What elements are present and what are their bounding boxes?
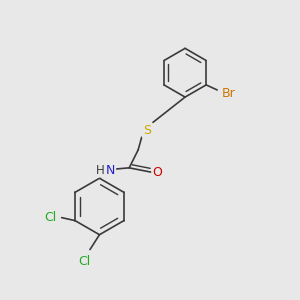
Text: Cl: Cl xyxy=(78,255,90,268)
Text: Cl: Cl xyxy=(44,211,56,224)
Text: O: O xyxy=(152,166,162,179)
Text: S: S xyxy=(143,124,151,137)
Text: H: H xyxy=(96,164,105,177)
Text: Br: Br xyxy=(222,87,236,100)
Text: N: N xyxy=(106,164,115,177)
